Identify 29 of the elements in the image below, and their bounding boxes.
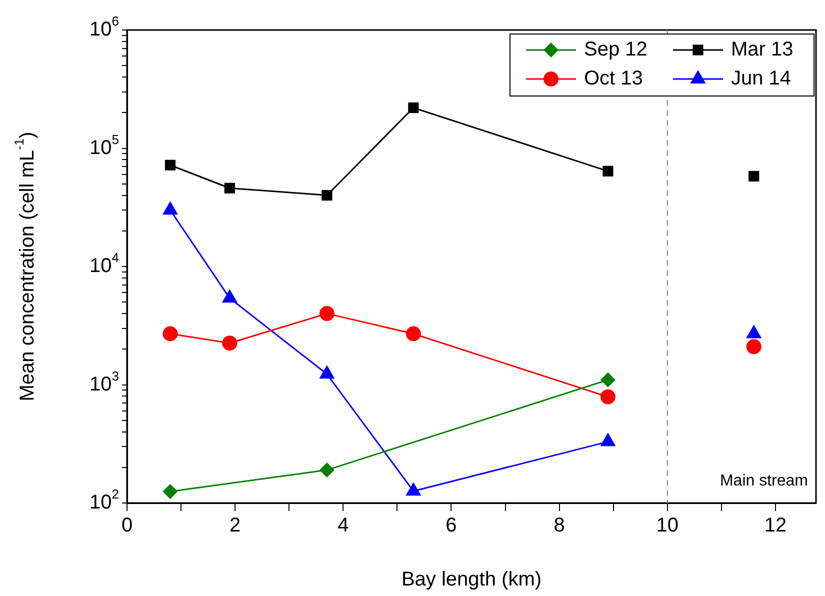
point bbox=[162, 326, 178, 342]
legend-label: Sep 12 bbox=[584, 38, 648, 61]
point bbox=[748, 170, 760, 182]
x-tick-label: 0 bbox=[121, 514, 133, 537]
point bbox=[602, 166, 614, 176]
x-tick-label: 8 bbox=[554, 514, 565, 537]
point bbox=[162, 484, 178, 500]
point bbox=[406, 326, 421, 342]
point bbox=[322, 190, 332, 201]
point bbox=[164, 160, 176, 170]
x-tick-label: 2 bbox=[230, 514, 241, 537]
x-tick-label: 4 bbox=[338, 514, 349, 537]
point bbox=[224, 182, 235, 194]
x-axis-title: Bay length (km) bbox=[401, 568, 542, 591]
point bbox=[408, 102, 419, 114]
point bbox=[319, 462, 334, 478]
point bbox=[222, 336, 238, 351]
legend-label: Jun 14 bbox=[731, 68, 792, 90]
annotation: Main stream bbox=[720, 472, 808, 490]
x-tick-label: 12 bbox=[764, 514, 787, 537]
legend-label: Mar 13 bbox=[731, 38, 794, 61]
point bbox=[746, 339, 762, 354]
y-axis-title: Mean concentration (cell mL-1) bbox=[12, 132, 39, 402]
point bbox=[319, 306, 334, 322]
legend-label: Oct 13 bbox=[584, 68, 643, 90]
point bbox=[600, 389, 616, 404]
x-tick-label: 10 bbox=[656, 514, 679, 537]
x-tick-label: 6 bbox=[446, 514, 457, 537]
point bbox=[600, 372, 616, 388]
